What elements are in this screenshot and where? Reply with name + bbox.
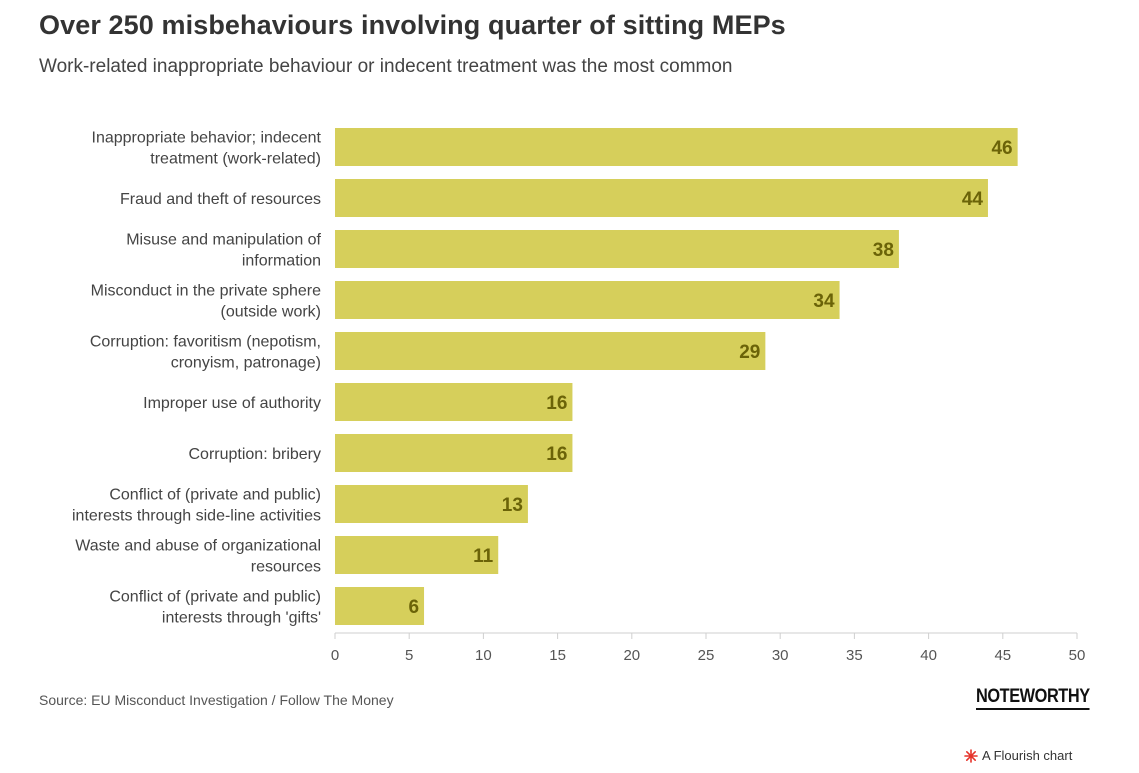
category-label: Misconduct in the private sphere xyxy=(91,283,321,300)
bar xyxy=(335,536,499,574)
flourish-credit[interactable]: A Flourish chart xyxy=(964,748,1072,763)
bar-value-label: 6 xyxy=(408,597,419,618)
x-tick-label: 30 xyxy=(772,647,789,664)
noteworthy-logo[interactable]: NOTEWORTHY xyxy=(976,686,1090,710)
bar xyxy=(335,179,988,217)
category-label: Inappropriate behavior; indecent xyxy=(92,130,322,147)
source-note: Source: EU Misconduct Investigation / Fo… xyxy=(39,692,394,708)
category-label: resources xyxy=(251,559,321,576)
x-tick-label: 35 xyxy=(846,647,863,664)
category-label: Conflict of (private and public) xyxy=(109,487,321,504)
x-tick-label: 15 xyxy=(549,647,566,664)
category-label: cronyism, patronage) xyxy=(171,355,321,372)
chart-title: Over 250 misbehaviours involving quarter… xyxy=(39,10,786,40)
category-label: Corruption: bribery xyxy=(189,446,322,463)
category-label: Misuse and manipulation of xyxy=(126,232,321,249)
chart-subtitle: Work-related inappropriate behaviour or … xyxy=(39,56,733,77)
category-label: (outside work) xyxy=(221,304,321,321)
x-tick-label: 10 xyxy=(475,647,492,664)
bar-value-label: 16 xyxy=(546,444,567,465)
bar xyxy=(335,281,840,319)
bar-value-label: 11 xyxy=(473,546,494,567)
bar-value-label: 44 xyxy=(962,189,984,210)
bar-value-label: 34 xyxy=(813,291,835,312)
bar xyxy=(335,434,573,472)
category-label: interests through 'gifts' xyxy=(162,610,321,627)
x-tick-label: 25 xyxy=(698,647,715,664)
bar xyxy=(335,485,528,523)
category-label: interests through side-line activities xyxy=(72,508,321,525)
category-label: Corruption: favoritism (nepotism, xyxy=(90,334,321,351)
bar-value-label: 13 xyxy=(502,495,523,516)
flourish-icon xyxy=(964,748,978,763)
bar xyxy=(335,128,1018,166)
bar xyxy=(335,587,425,625)
x-tick-label: 5 xyxy=(405,647,413,664)
x-tick-label: 20 xyxy=(623,647,640,664)
bar-value-label: 29 xyxy=(739,342,760,363)
category-label: Waste and abuse of organizational xyxy=(75,538,321,555)
bar-chart: 46 Inappropriate behavior; indecent treatm… xyxy=(72,128,1086,664)
bar xyxy=(335,332,766,370)
bar-value-label: 16 xyxy=(546,393,567,414)
bar xyxy=(335,383,573,421)
category-label: Improper use of authority xyxy=(143,395,321,412)
category-label: Fraud and theft of resources xyxy=(120,191,321,208)
category-label: information xyxy=(242,253,321,270)
bar-value-label: 38 xyxy=(873,240,894,261)
x-tick-label: 45 xyxy=(994,647,1011,664)
x-tick-label: 40 xyxy=(920,647,937,664)
category-label: Conflict of (private and public) xyxy=(109,589,321,606)
bar-value-label: 46 xyxy=(991,138,1012,159)
bar xyxy=(335,230,899,268)
flourish-credit-text: A Flourish chart xyxy=(982,748,1073,763)
x-tick-label: 0 xyxy=(331,647,339,664)
x-tick-label: 50 xyxy=(1069,647,1086,664)
category-label: treatment (work-related) xyxy=(150,151,321,168)
